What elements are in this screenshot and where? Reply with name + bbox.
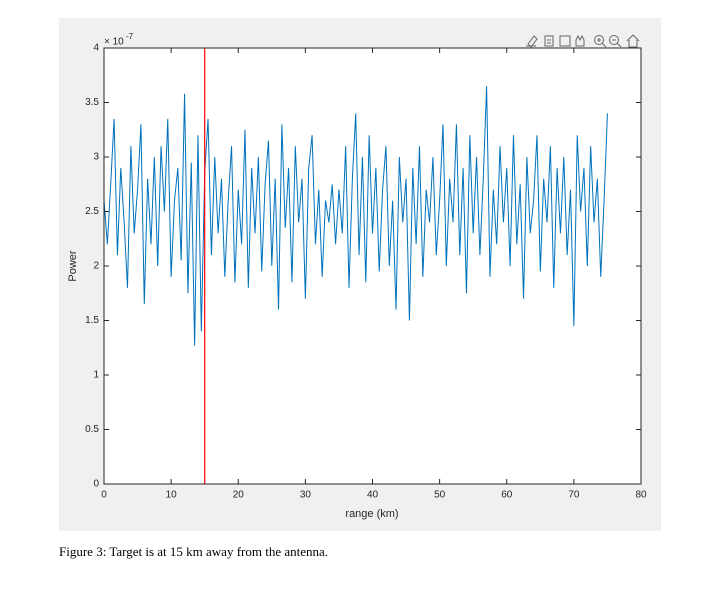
y-multiplier: × 10 — [104, 37, 124, 48]
x-tick-label: 40 — [367, 490, 379, 501]
y-tick-label: 1.5 — [85, 315, 99, 326]
y-tick-label: 3 — [93, 152, 99, 163]
x-tick-label: 80 — [635, 490, 647, 501]
data-tip-icon[interactable] — [544, 35, 554, 47]
toolbar[interactable] — [526, 34, 640, 48]
home-icon[interactable] — [626, 34, 640, 48]
x-tick-label: 50 — [434, 490, 446, 501]
y-tick-label: 1 — [93, 370, 99, 381]
brush-icon[interactable] — [526, 35, 538, 48]
x-axis-label: range (km) — [345, 508, 398, 520]
x-tick-label: 20 — [233, 490, 245, 501]
x-tick-label: 0 — [101, 490, 107, 501]
y-tick-label: 2 — [93, 261, 99, 272]
pan-icon[interactable] — [575, 34, 585, 47]
zoom-out-icon[interactable] — [609, 35, 619, 45]
y-tick-label: 0 — [93, 479, 99, 490]
y-tick-label: 4 — [93, 43, 99, 54]
y-tick-label: 0.5 — [85, 424, 99, 435]
zoom-out-glyph — [612, 39, 622, 48]
zoom-in-icon[interactable] — [594, 35, 604, 45]
caption: Figure 3: Target is at 15 km away from t… — [59, 544, 328, 559]
data-line — [103, 86, 608, 346]
y-multiplier-exponent: -7 — [126, 32, 134, 41]
y-tick-label: 3.5 — [85, 97, 99, 108]
y-axis-label: Power — [67, 250, 79, 282]
x-tick-label: 60 — [501, 490, 513, 501]
x-tick-label: 10 — [166, 490, 178, 501]
y-tick-label: 2.5 — [85, 206, 99, 217]
zoom-in-glyph — [597, 38, 607, 48]
x-tick-label: 70 — [568, 490, 580, 501]
x-tick-label: 30 — [300, 490, 312, 501]
legend-icon[interactable] — [559, 35, 571, 47]
